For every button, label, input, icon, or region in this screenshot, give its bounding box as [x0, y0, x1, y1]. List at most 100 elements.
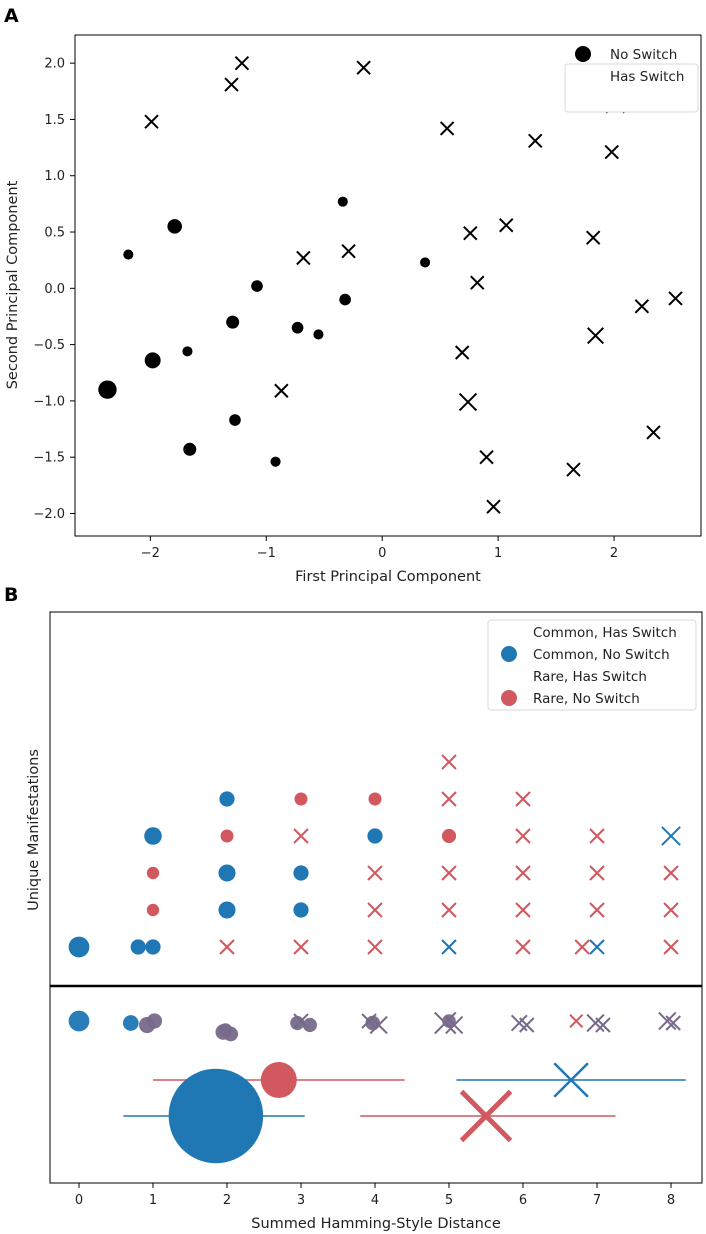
- has-switch-point: [341, 243, 356, 259]
- rare-has-switch-point: [441, 865, 457, 881]
- has-switch-point-stroke-b: [528, 133, 543, 149]
- rare-has-switch-point: [293, 828, 309, 844]
- panel-b-frame: [49, 611, 703, 1184]
- no-switch-point: [251, 280, 263, 292]
- summary-mean-circle: [168, 1068, 264, 1164]
- has-switch-point: [499, 218, 514, 233]
- has-switch-point: [458, 392, 478, 412]
- no-switch-point: [420, 257, 431, 268]
- no-switch-point: [167, 219, 182, 234]
- rare-has-switch-point-stroke-b: [589, 902, 605, 918]
- rare-has-switch-point: [441, 754, 457, 770]
- panel-a-x-tick-label: 2: [610, 546, 618, 561]
- common-no-switch-point: [218, 864, 236, 882]
- has-switch-point: [479, 449, 494, 465]
- common-has-switch-point-stroke-b: [589, 939, 605, 955]
- rare-no-switch-point: [294, 792, 308, 806]
- rare-has-switch-point-stroke-b: [663, 939, 679, 955]
- panel-b-x-tick-label: 5: [445, 1193, 453, 1208]
- rare-has-switch-point-stroke-b: [441, 865, 457, 881]
- rare-has-switch-point-stroke-b: [293, 828, 309, 844]
- panel-b-legend: Common, Has Switch Common, No Switch Rar…: [487, 619, 697, 711]
- has-switch-point-stroke-b: [458, 392, 478, 412]
- has-switch-point: [634, 299, 650, 314]
- collapsed-point: [218, 1023, 233, 1037]
- has-switch-point: [454, 345, 470, 360]
- panel-a-y-ticks: −2.0 −1.5 −1.0 −0.5 0.0 0.5 1.0 1.5 2.0: [33, 57, 75, 522]
- common-no-switch-point: [293, 902, 309, 918]
- legend-rare-no-switch-marker: [501, 690, 517, 706]
- common-no-switch-point: [293, 865, 309, 881]
- common-has-switch-point-stroke-b: [661, 826, 681, 846]
- summary-mean-x: [553, 1062, 589, 1098]
- has-switch-point-stroke-b: [668, 291, 683, 306]
- has-switch-point: [587, 327, 605, 345]
- summary-mean-circle: [260, 1062, 297, 1098]
- legend-no-switch-label: No Switch: [610, 47, 677, 63]
- panel-a-y-tick-label: −2.0: [33, 507, 65, 522]
- rare-has-switch-point: [367, 902, 383, 918]
- rare-has-switch-point: [515, 939, 531, 955]
- common-no-switch-point: [218, 901, 236, 919]
- panel-b-x-tick-label: 0: [75, 1193, 83, 1208]
- has-switch-point-stroke-b: [454, 345, 470, 360]
- rare-no-switch-point: [368, 792, 382, 806]
- panel-b-x-tick-label: 4: [371, 1193, 379, 1208]
- panel-a-y-tick-label: 1.5: [44, 113, 65, 128]
- collapsed-x-point: [658, 1011, 677, 1031]
- no-switch-point: [144, 352, 161, 369]
- common-no-switch-point: [219, 791, 235, 807]
- no-switch-point: [313, 329, 324, 340]
- common-no-switch-point: [130, 939, 146, 955]
- rare-has-switch-point-stroke-b: [367, 865, 383, 881]
- no-switch-point: [98, 380, 117, 399]
- panel-a-y-tick-label: 1.0: [44, 169, 65, 184]
- has-switch-point: [144, 114, 159, 129]
- panel-b-x-tick-label: 2: [223, 1193, 231, 1208]
- has-switch-point-stroke-b: [274, 383, 289, 398]
- has-switch-point: [585, 230, 601, 245]
- panel-a-y-tick-label: 0.5: [44, 226, 65, 241]
- common-no-switch-point: [68, 936, 90, 958]
- panel-a-legend: No Switch Has Switch: [564, 46, 699, 113]
- rare-has-switch-point: [574, 939, 590, 955]
- collapsed-x-point-stroke-b: [665, 1015, 681, 1031]
- no-switch-point: [291, 321, 304, 334]
- collapsed-x-point-stroke-b: [569, 1013, 584, 1029]
- rare-has-switch-point: [515, 791, 531, 807]
- rare-has-switch-point-stroke-b: [515, 939, 531, 955]
- collapsed-x-point-stroke-b: [595, 1017, 611, 1033]
- rare-has-switch-point-stroke-b: [441, 902, 457, 918]
- rare-has-switch-point-stroke-b: [293, 939, 309, 955]
- collapsed-x-point: [361, 1013, 377, 1029]
- panel-a-xlabel: First Principal Component: [295, 569, 481, 585]
- legend-rare-has-switch-label: Rare, Has Switch: [533, 669, 647, 685]
- rare-has-switch-point: [441, 902, 457, 918]
- has-switch-point-stroke-b: [499, 218, 514, 233]
- rare-has-switch-point: [515, 828, 531, 844]
- legend-common-has-switch-label: Common, Has Switch: [533, 625, 677, 641]
- panel-label-b: B: [4, 584, 18, 606]
- has-switch-point-stroke-b: [234, 55, 250, 71]
- panel-b-ylabel: Unique Manifestations: [26, 749, 42, 911]
- panel-a-y-tick-label: −1.5: [33, 451, 65, 466]
- rare-has-switch-point: [663, 902, 679, 918]
- summary-mean-x: [459, 1089, 513, 1143]
- common-has-switch-point: [661, 826, 681, 846]
- panel-a-y-tick-label: −1.0: [33, 394, 65, 409]
- rare-has-switch-point-stroke-b: [515, 865, 531, 881]
- collapsed-x-point-stroke-b: [518, 1017, 535, 1033]
- panel-b-legend-box: [487, 619, 697, 711]
- has-switch-point-stroke-b: [341, 243, 356, 259]
- has-switch-point-stroke-b: [224, 77, 239, 92]
- collapsed-x-point-stroke-b: [658, 1011, 677, 1031]
- rare-has-switch-point-stroke-b: [574, 939, 590, 955]
- collapsed-x-point-stroke-b: [586, 1013, 605, 1033]
- rare-has-switch-point: [663, 939, 679, 955]
- common-has-switch-point: [589, 939, 605, 955]
- panel-b-x-tick-label: 8: [667, 1193, 675, 1208]
- rare-has-switch-point-stroke-b: [589, 865, 605, 881]
- panel-a-x-tick-label: 1: [494, 546, 502, 561]
- collapsed-x-point: [595, 1017, 611, 1033]
- panel-a-x-tick-label: −2: [141, 546, 160, 561]
